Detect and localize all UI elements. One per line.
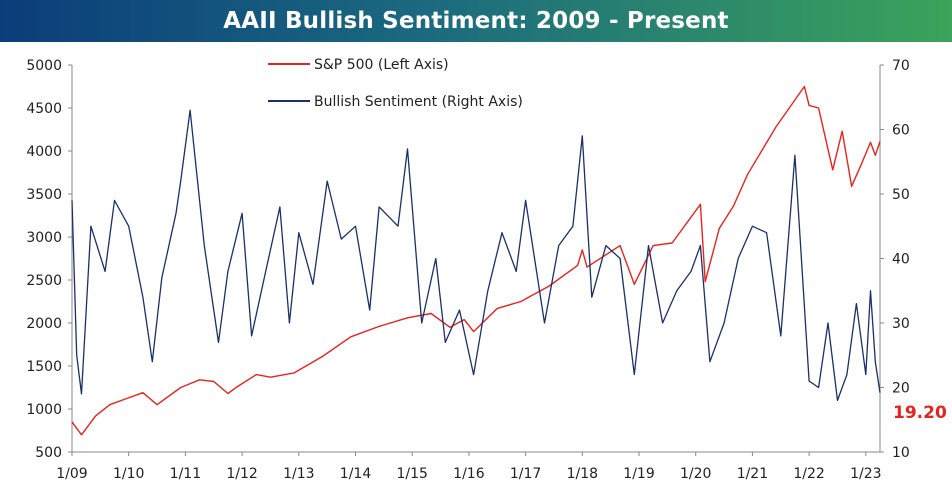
x-tick-label: 1/16 [453,466,485,482]
left-tick-label: 3000 [26,230,62,246]
right-tick-label: 40 [892,252,910,268]
bullish-sentiment-line [71,109,881,402]
x-tick-label: 1/21 [737,466,768,482]
left-tick-label: 1000 [26,402,62,418]
left-tick-label: 2500 [26,273,62,289]
x-tick-label: 1/17 [510,466,541,482]
legend-label-sentiment: Bullish Sentiment (Right Axis) [314,94,523,110]
series-lines [71,85,881,436]
left-tick-label: 3500 [26,187,62,203]
x-tick-label: 1/09 [56,466,87,482]
right-tick-label: 20 [892,381,910,397]
left-tick-label: 2000 [26,316,62,332]
legend: S&P 500 (Left Axis) Bullish Sentiment (R… [268,57,523,110]
x-tick-label: 1/22 [793,466,824,482]
x-tick-label: 1/15 [396,466,427,482]
axes: 500 1000 1500 2000 2500 3000 3500 4000 4500 5000 1… [26,58,909,482]
right-tick-label: 60 [892,123,910,139]
x-tick-label: 1/13 [283,466,314,482]
left-tick-label: 5000 [26,58,62,74]
right-tick-label: 50 [892,187,910,203]
sp500-line [71,85,881,436]
x-tick-label: 1/23 [850,466,881,482]
x-tick-label: 1/10 [113,466,144,482]
legend-label-sp500: S&P 500 (Left Axis) [314,57,449,73]
title-banner: AAII Bullish Sentiment: 2009 - Present [0,0,952,42]
x-tick-label: 1/20 [680,466,711,482]
x-tick-label: 1/18 [567,466,598,482]
x-tick-label: 1/12 [226,466,257,482]
right-tick-label: 70 [892,58,910,74]
latest-value-callout: 19.20 [893,403,947,423]
left-tick-label: 500 [35,445,62,461]
x-tick-label: 1/14 [340,466,372,482]
left-tick-label: 1500 [26,359,62,375]
x-tick-label: 1/11 [170,466,201,482]
left-tick-label: 4000 [26,144,62,160]
left-tick-label: 4500 [26,101,62,117]
chart-title: AAII Bullish Sentiment: 2009 - Present [223,8,729,34]
right-tick-label: 30 [892,316,910,332]
x-tick-label: 1/19 [623,466,654,482]
right-tick-label: 10 [892,445,910,461]
